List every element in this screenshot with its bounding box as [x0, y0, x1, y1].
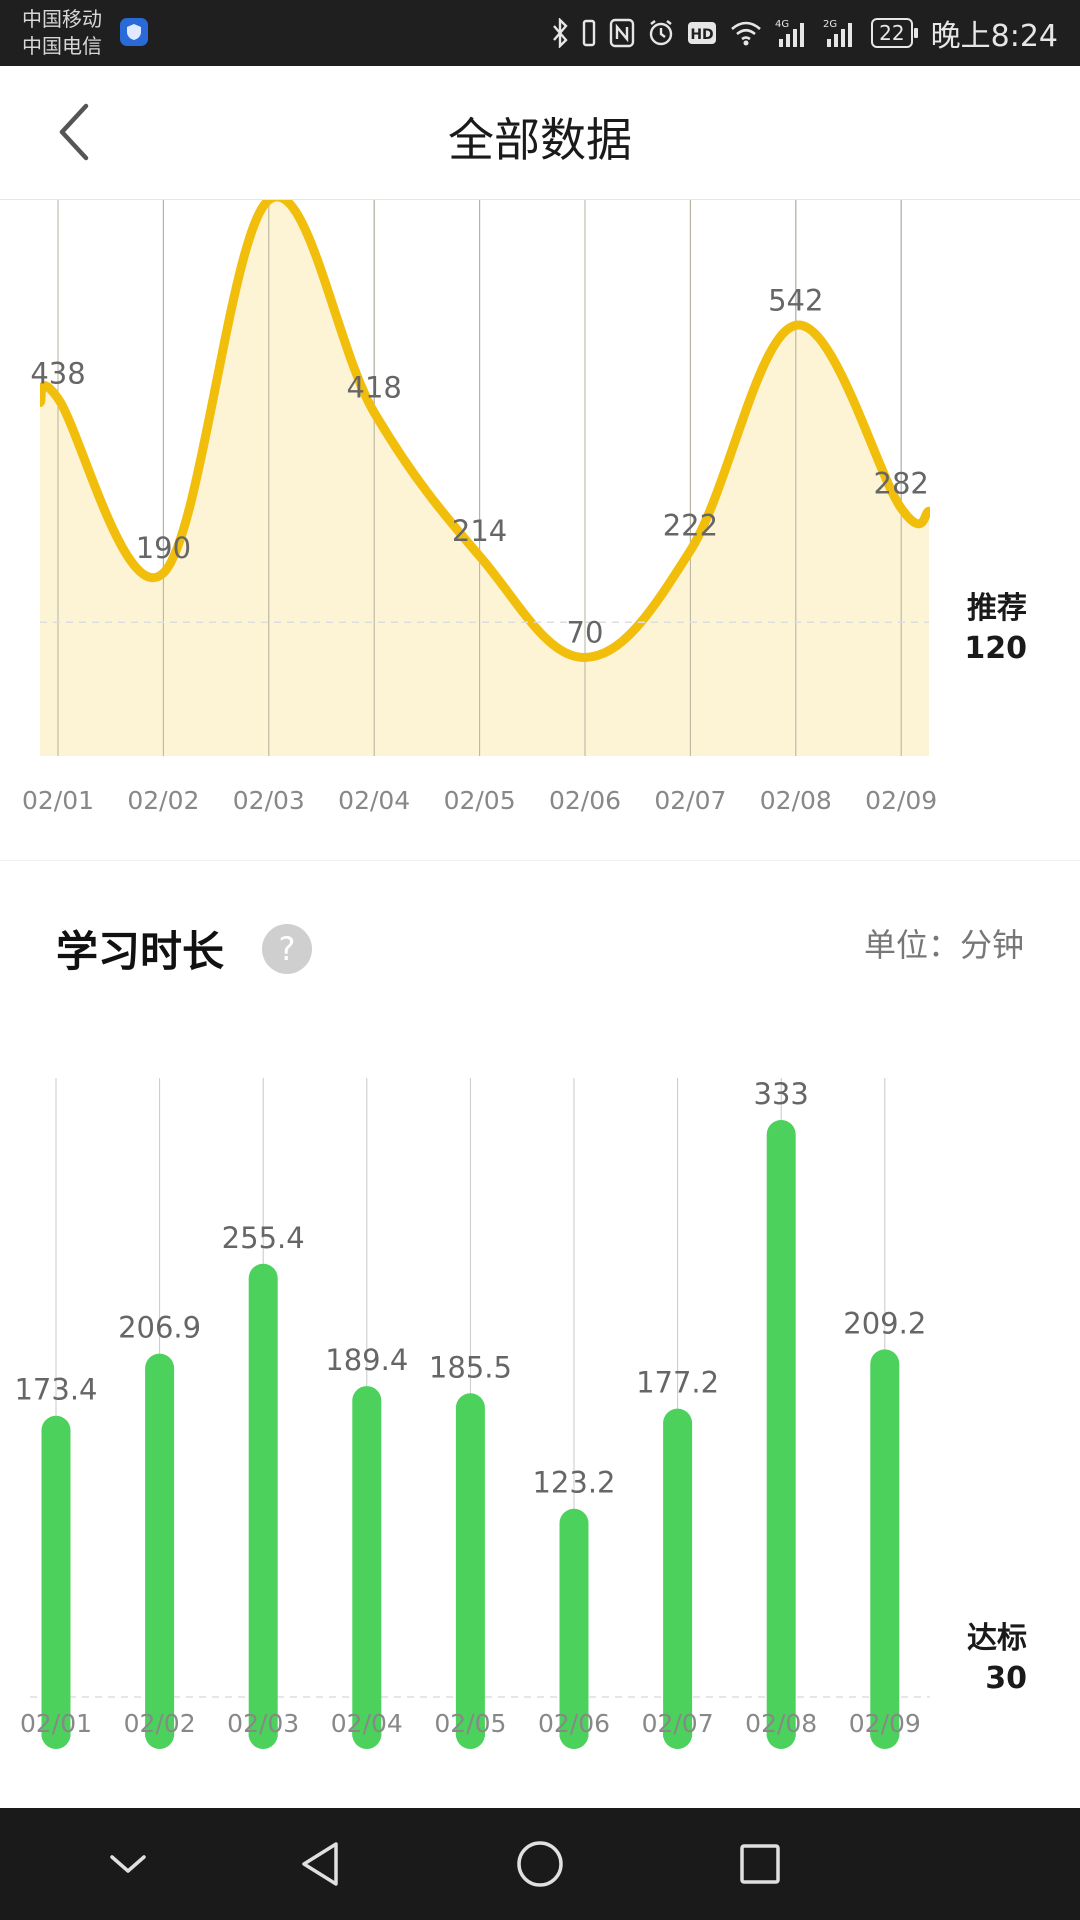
reference-value: 120 [964, 631, 1027, 666]
data-label: 333 [754, 1077, 809, 1111]
x-tick-label: 02/06 [549, 786, 621, 815]
status-time: 晚上8:24 [930, 19, 1058, 54]
bar-base [455, 1727, 485, 1737]
bar-base [352, 1727, 382, 1737]
x-tick-label: 02/07 [654, 786, 726, 815]
data-label: 190 [136, 531, 191, 565]
bar-base [559, 1727, 589, 1737]
x-tick-label: 02/08 [745, 1709, 817, 1738]
square-recents-icon [740, 1844, 780, 1884]
line-chart: 推荐 120 438 190 418 214 70 222 542 282 02/01 02/02 02… [22, 200, 1027, 815]
data-label: 206.9 [118, 1311, 201, 1345]
bar [248, 1263, 278, 1749]
nav-home-button[interactable] [504, 1828, 576, 1900]
nav-recents-button[interactable] [724, 1828, 796, 1900]
signal-1-label: 4G [775, 19, 789, 30]
data-label: 438 [30, 356, 85, 390]
section-title: 学习时长 [56, 927, 225, 976]
back-button[interactable] [44, 100, 104, 164]
x-tick-label: 02/06 [538, 1709, 610, 1738]
nav-back-button[interactable] [284, 1828, 356, 1900]
bar [559, 1508, 589, 1749]
chevron-down-icon [110, 1855, 146, 1873]
x-tick-label: 02/04 [331, 1709, 403, 1738]
x-tick-label: 02/09 [865, 786, 937, 815]
series-line [40, 200, 930, 662]
x-tick-label: 02/02 [127, 786, 199, 815]
data-label: 189.4 [325, 1343, 408, 1377]
x-tick-label: 02/05 [444, 786, 516, 815]
bar [870, 1349, 900, 1749]
x-tick-label: 02/07 [642, 1709, 714, 1738]
bar-base [870, 1727, 900, 1737]
bar-base [145, 1727, 175, 1737]
x-tick-label: 02/01 [20, 1709, 92, 1738]
bar [455, 1393, 485, 1749]
page-title: 全部数据 [448, 113, 632, 167]
app-header: 全部数据 [0, 66, 1080, 200]
x-tick-label: 02/02 [124, 1709, 196, 1738]
bar-base [766, 1727, 796, 1737]
signal-2-label: 2G [823, 19, 837, 30]
data-label: 214 [452, 514, 507, 548]
data-label: 177.2 [636, 1366, 719, 1400]
bar [352, 1386, 382, 1749]
signal-2g-icon: 2G [823, 17, 859, 49]
area-fill [40, 200, 929, 756]
help-button[interactable]: ? [262, 924, 312, 974]
status-icons: HD 4G 2G 22 晚上8:24 [551, 10, 1058, 56]
carrier-info: 中国移动 中国电信 [22, 6, 102, 60]
x-tick-label: 02/04 [338, 786, 410, 815]
battery-indicator: 22 [871, 18, 919, 48]
carrier-1: 中国移动 [22, 7, 102, 31]
reference-label: 推荐 [967, 591, 1027, 626]
circle-home-icon [517, 1841, 563, 1887]
vibrate-icon [581, 18, 597, 48]
hd-icon: HD [687, 20, 717, 46]
data-label: 282 [874, 466, 929, 500]
shield-icon [120, 18, 148, 46]
reference-label: 达标 [967, 1621, 1027, 1656]
help-label: ? [278, 930, 296, 968]
signal-4g-icon: 4G [775, 17, 811, 49]
data-label: 185.5 [429, 1350, 512, 1384]
x-tick-label: 02/08 [760, 786, 832, 815]
nav-collapse-button[interactable] [92, 1828, 164, 1900]
wifi-icon [729, 18, 763, 48]
section-divider [0, 860, 1080, 861]
chevron-left-icon [59, 103, 89, 161]
status-bar: 中国移动 中国电信 HD 4G 2 [0, 0, 1080, 66]
bar-base [248, 1727, 278, 1737]
x-tick-label: 02/03 [227, 1709, 299, 1738]
data-label: 70 [567, 615, 604, 649]
data-label: 209.2 [843, 1306, 926, 1340]
bar [663, 1408, 693, 1749]
unit-label: 单位：分钟 [863, 926, 1024, 964]
alarm-icon [647, 18, 675, 48]
bar [766, 1120, 796, 1749]
hd-label: HD [691, 27, 714, 43]
bar [145, 1353, 175, 1749]
system-nav-bar [0, 1808, 1080, 1920]
data-label: 418 [347, 371, 402, 405]
carrier-2: 中国电信 [22, 34, 102, 58]
reference-value: 30 [985, 1661, 1027, 1696]
bar [41, 1415, 71, 1749]
data-label: 123.2 [532, 1466, 615, 1500]
triangle-back-icon [302, 1842, 338, 1886]
bluetooth-icon [551, 18, 569, 48]
bar-base [663, 1727, 693, 1737]
x-tick-label: 02/01 [22, 786, 94, 815]
bar-chart: 173.4 02/01 206.9 02/02 255.4 02/03 189.4 02/04… [14, 1077, 1027, 1749]
nfc-icon [609, 18, 635, 48]
data-label: 542 [768, 283, 823, 317]
data-label: 222 [663, 508, 718, 542]
data-label: 173.4 [14, 1373, 97, 1407]
x-tick-label: 02/05 [434, 1709, 506, 1738]
bar-base [41, 1727, 71, 1737]
data-label: 255.4 [222, 1221, 305, 1255]
x-tick-label: 02/03 [233, 786, 305, 815]
x-tick-label: 02/09 [849, 1709, 921, 1738]
